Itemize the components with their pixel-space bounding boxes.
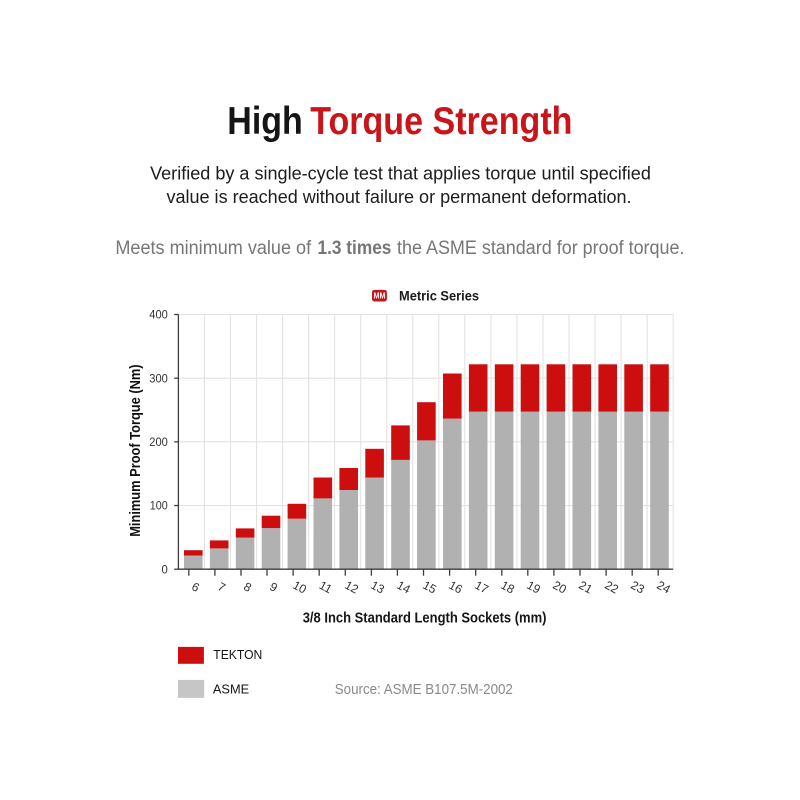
svg-text:18: 18: [498, 578, 517, 597]
svg-text:12: 12: [342, 578, 361, 597]
svg-text:400: 400: [149, 310, 168, 322]
svg-text:22: 22: [602, 578, 621, 597]
svg-text:14: 14: [394, 578, 413, 597]
svg-text:20: 20: [550, 578, 569, 597]
svg-text:200: 200: [149, 437, 168, 449]
svg-text:value is reached without failu: value is reached without failure or perm…: [166, 186, 631, 207]
svg-text:Meets minimum value of1.3 time: Meets minimum value of 1.3 times the ASME …: [115, 238, 684, 259]
svg-text:100: 100: [150, 501, 168, 513]
svg-text:0: 0: [162, 564, 168, 576]
svg-text:Metric Series: Metric Series: [399, 287, 479, 303]
svg-text:TEKTON: TEKTON: [213, 647, 262, 662]
svg-text:ASME: ASME: [213, 682, 249, 697]
svg-text:17: 17: [472, 578, 491, 597]
svg-text:19: 19: [524, 578, 543, 597]
svg-text:23: 23: [628, 578, 647, 597]
svg-text:Source: ASME B107.5M-2002: Source: ASME B107.5M-2002: [335, 682, 513, 698]
svg-text:21: 21: [576, 578, 595, 597]
svg-text:10: 10: [290, 578, 309, 597]
svg-text:13: 13: [368, 578, 387, 597]
svg-text:24: 24: [654, 578, 673, 597]
svg-text:Minimum Proof Torque (Nm): Minimum Proof Torque (Nm): [128, 364, 144, 536]
svg-text:300: 300: [149, 373, 168, 385]
svg-text:Verified by a single-cycle tes: Verified by a single-cycle test that app…: [150, 162, 651, 183]
svg-text:MM: MM: [374, 291, 386, 300]
svg-text:15: 15: [420, 578, 439, 597]
svg-text:3/8 Inch Standard Length Socke: 3/8 Inch Standard Length Sockets (mm): [303, 611, 547, 627]
svg-text:16: 16: [446, 578, 465, 597]
